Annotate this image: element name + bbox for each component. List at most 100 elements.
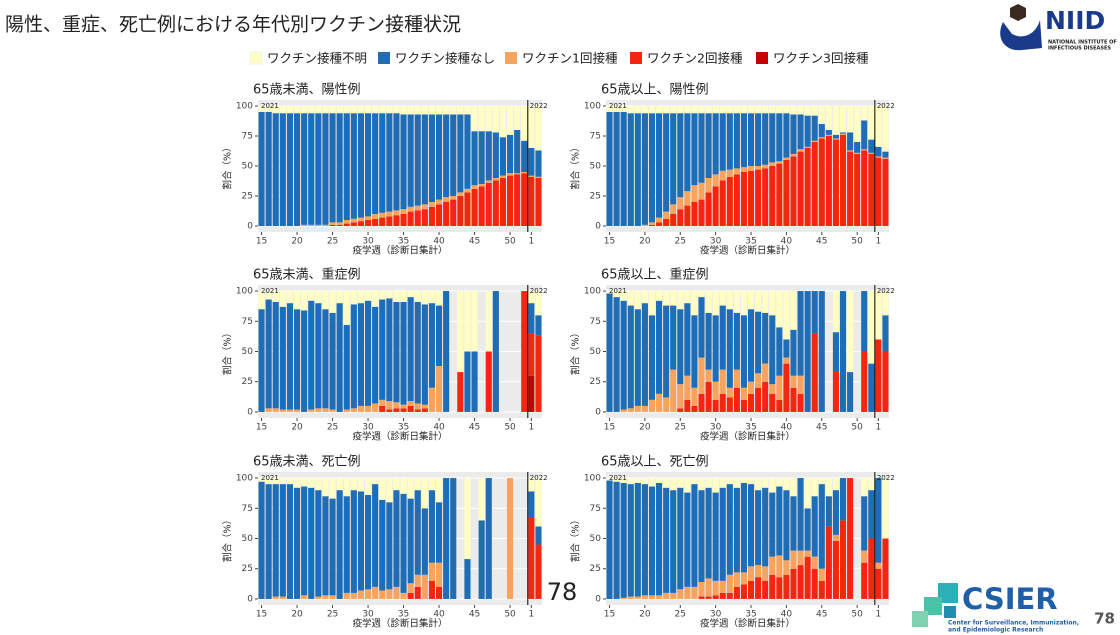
bar-segment — [719, 170, 726, 181]
bar-segment — [747, 393, 755, 412]
bar-segment — [733, 312, 740, 370]
bar-segment — [457, 372, 464, 412]
year-label: 2022 — [530, 102, 548, 110]
bar-segment — [293, 478, 301, 488]
bar-segment — [521, 291, 528, 412]
bar-segment — [329, 478, 336, 499]
bar-segment — [364, 494, 372, 590]
bar-segment — [712, 291, 719, 316]
bar-segment — [769, 478, 776, 493]
bar-segment — [656, 595, 663, 599]
logo-square — [944, 606, 956, 618]
bar-segment — [464, 291, 471, 352]
bar-segment — [698, 291, 705, 298]
bar-segment — [357, 405, 365, 412]
bar-segment — [627, 484, 634, 597]
bar-segment — [386, 211, 393, 217]
bar-segment — [747, 291, 755, 310]
bar-segment — [839, 132, 847, 134]
bar-segment — [293, 291, 301, 310]
bar-segment — [471, 106, 478, 132]
bar-segment — [364, 300, 372, 406]
bar-segment — [691, 106, 698, 114]
bar-segment — [435, 291, 443, 306]
bar-segment — [832, 372, 839, 412]
bar-segment — [407, 106, 414, 115]
bar-segment — [634, 309, 641, 406]
bar-segment — [414, 574, 421, 587]
bar-segment — [769, 384, 776, 394]
bar-segment — [769, 166, 776, 226]
bar-segment — [435, 305, 443, 367]
bar-segment — [641, 113, 648, 225]
logo-square — [912, 611, 928, 627]
bar-segment — [357, 478, 365, 492]
chart-title: 65歳未満、重症例 — [253, 267, 361, 283]
bar-segment — [407, 291, 414, 298]
bar-segment — [762, 113, 769, 165]
bar-segment — [776, 291, 783, 328]
bar-segment — [372, 306, 379, 404]
bar-segment — [364, 405, 372, 412]
bar-segment — [691, 202, 698, 226]
bar-segment — [421, 478, 428, 509]
bar-segment — [712, 186, 719, 226]
bar-segment — [421, 204, 428, 210]
bar-segment — [528, 375, 535, 412]
bar-segment — [272, 484, 279, 597]
bar-segment — [839, 520, 847, 599]
x-tick-label: 30 — [710, 237, 722, 247]
bar-segment — [818, 291, 825, 412]
bar-segment — [733, 487, 740, 573]
bar-segment — [705, 369, 712, 382]
bar-segment — [783, 106, 790, 114]
bar-segment — [712, 174, 719, 187]
bar-segment — [740, 172, 748, 226]
bar-segment — [839, 291, 847, 412]
chart-title: 65歳未満、陽性例 — [253, 83, 361, 98]
bar-segment — [357, 291, 365, 304]
bar-segment — [606, 478, 613, 481]
legend-label: ワクチン接種なし — [395, 51, 495, 66]
bar-segment — [847, 291, 854, 373]
bar-segment — [272, 408, 279, 412]
bar-segment — [755, 387, 762, 412]
x-tick-label: 45 — [469, 423, 480, 433]
bar-segment — [783, 357, 790, 364]
bar-segment — [698, 106, 705, 114]
bar-segment — [641, 478, 648, 485]
bar-segment — [769, 106, 776, 114]
bar-segment — [634, 291, 641, 310]
bar-segment — [357, 491, 365, 591]
bar-segment — [755, 577, 762, 599]
bar-segment — [811, 291, 818, 334]
legend-label: ワクチン接種不明 — [267, 51, 367, 66]
bar-segment — [279, 596, 286, 599]
bar-segment — [875, 156, 882, 158]
bar-segment — [457, 192, 464, 196]
bar-segment — [769, 315, 776, 385]
bar-segment — [825, 106, 832, 130]
bar-segment — [691, 185, 698, 202]
bar-segment — [684, 303, 691, 376]
y-tick-label: 25 — [590, 192, 601, 202]
bar-segment — [769, 291, 776, 316]
bar-segment — [691, 478, 698, 485]
x-tick-label: 25 — [327, 423, 338, 433]
bar-segment — [783, 560, 790, 575]
bar-segment — [875, 146, 882, 157]
bar-segment — [279, 409, 286, 412]
bar-segment — [691, 586, 698, 599]
bar-segment — [400, 493, 407, 593]
bar-segment — [663, 113, 670, 212]
y-tick-label: 50 — [590, 534, 602, 544]
bar-segment — [286, 478, 294, 485]
bar-segment — [400, 209, 407, 214]
bar-segment — [336, 113, 343, 223]
bar-segment — [393, 402, 400, 409]
bar-segment — [364, 589, 372, 599]
bar-segment — [854, 154, 861, 226]
bar-segment — [414, 106, 421, 115]
bar-segment — [797, 151, 804, 226]
bar-segment — [832, 332, 839, 373]
